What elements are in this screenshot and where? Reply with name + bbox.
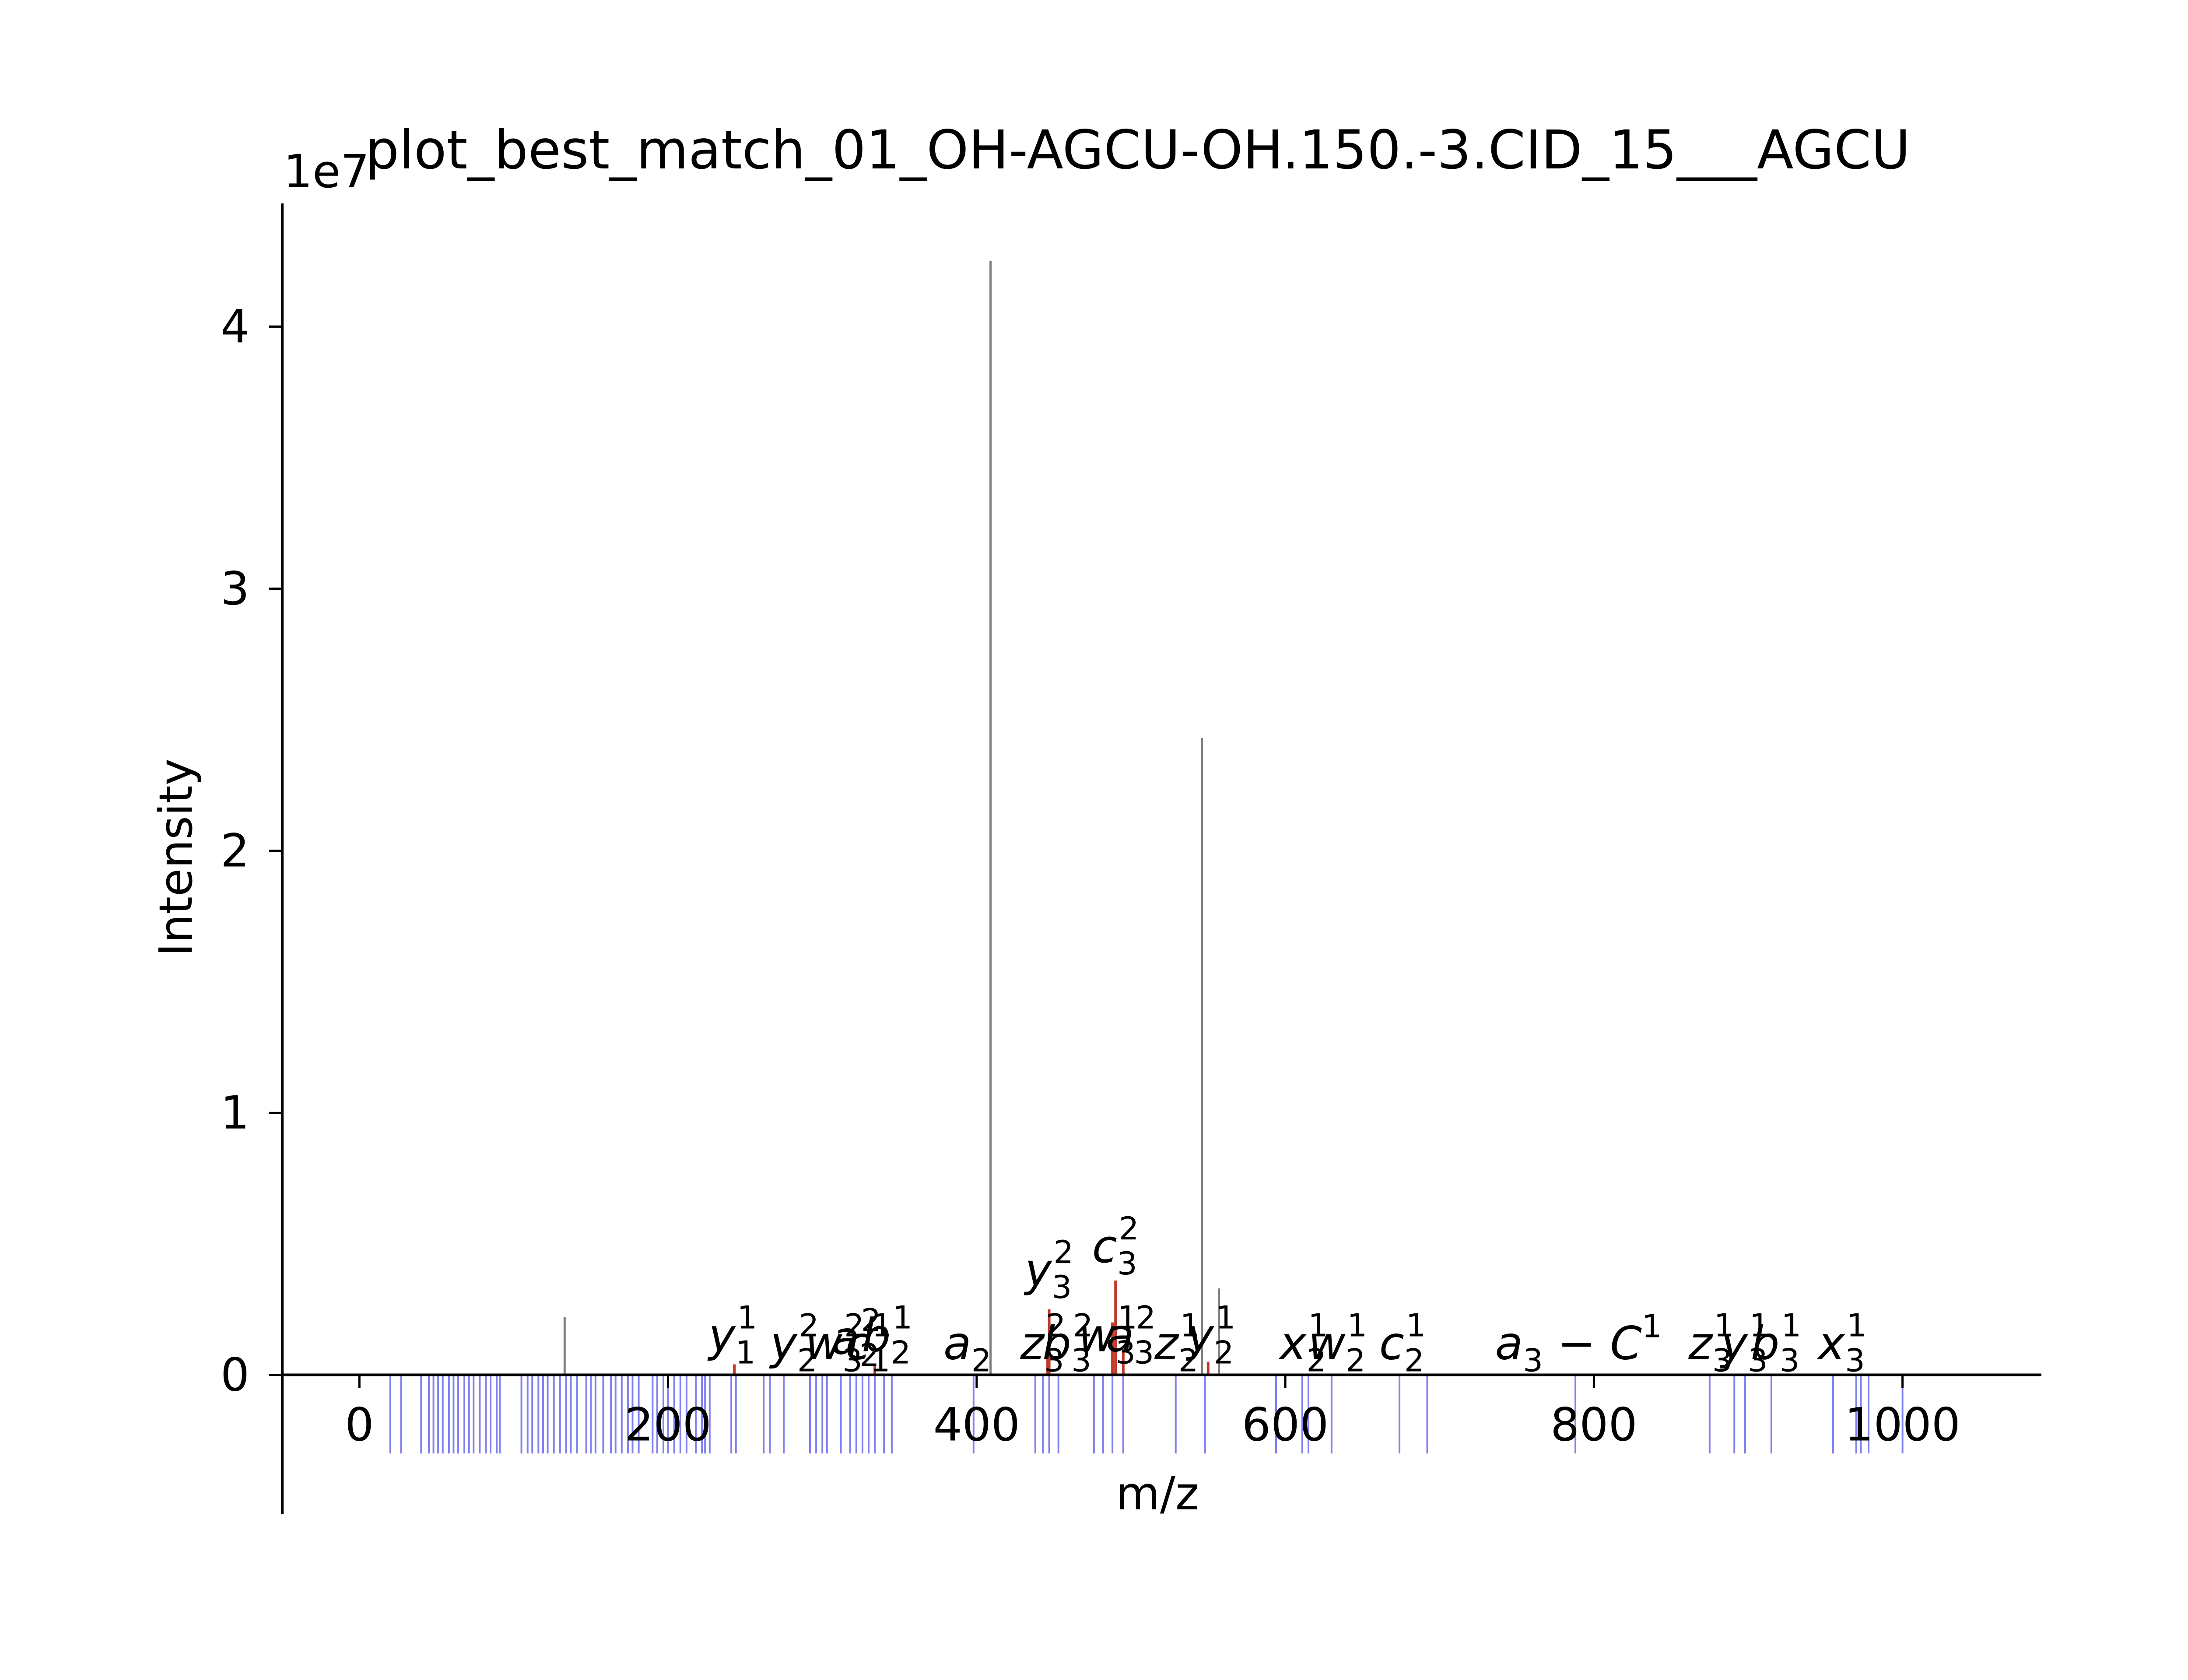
ion-annotation: a3 − C1: [1495, 1308, 1662, 1379]
ion-annotation: a22: [831, 1302, 881, 1374]
ion-annotation: x21: [1278, 1307, 1328, 1379]
chart-title: plot_best_match_01_OH-AGCU-OH.150.-3.CID…: [365, 119, 1911, 181]
y-offset-label: 1e7: [284, 145, 369, 198]
ion-annotation: z31: [1688, 1307, 1734, 1379]
ion-annotation: b31: [1751, 1307, 1802, 1379]
y-tick-label: 2: [221, 824, 249, 878]
x-axis-label: m/z: [1116, 1467, 1199, 1520]
ion-annotation: z21: [1154, 1307, 1200, 1379]
axis-ticks: 0 200 400 600 800 1000 0 1 2 3 4: [221, 300, 1960, 1452]
ion-annotation: y21: [1185, 1299, 1235, 1371]
ion-annotation: c11: [845, 1307, 892, 1379]
ion-annotation: a2: [943, 1317, 992, 1379]
ion-annotation: w21: [1308, 1307, 1368, 1379]
x-tick-label: 1000: [1844, 1398, 1960, 1452]
ion-annotation: y22: [769, 1307, 819, 1379]
ion-annotation: b21: [862, 1299, 912, 1371]
x-tick-label: 200: [624, 1398, 712, 1452]
ion-annotation: w32: [805, 1307, 864, 1379]
ion-annotation: c21: [1379, 1307, 1426, 1379]
theoretical-ion-markers: [389, 1375, 1904, 1454]
spectrum-peaks: [563, 261, 1220, 1375]
y-tick-label: 1: [221, 1086, 249, 1140]
ion-annotation: b32: [1042, 1307, 1093, 1379]
y-axis-label: Intensity: [149, 759, 203, 957]
ion-annotation: a32: [1106, 1299, 1156, 1371]
ion-annotation: y31: [1719, 1307, 1769, 1379]
x-tick-label: 800: [1550, 1398, 1637, 1452]
y-tick-label: 0: [221, 1348, 249, 1402]
y-tick-label: 4: [221, 300, 249, 354]
x-tick-label: 600: [1242, 1398, 1329, 1452]
x-tick-label: 0: [345, 1398, 374, 1452]
axes: [281, 203, 2041, 1514]
ion-annotation: w31: [1078, 1299, 1137, 1371]
x-tick-label: 400: [933, 1398, 1020, 1452]
ion-annotation: y11: [707, 1299, 757, 1371]
y-tick-label: 3: [221, 562, 249, 616]
ion-annotation: y32: [1024, 1234, 1073, 1306]
ion-annotation: x31: [1817, 1307, 1867, 1379]
ion-annotation: c32: [1092, 1210, 1139, 1282]
ion-annotation: z32: [1020, 1307, 1066, 1379]
